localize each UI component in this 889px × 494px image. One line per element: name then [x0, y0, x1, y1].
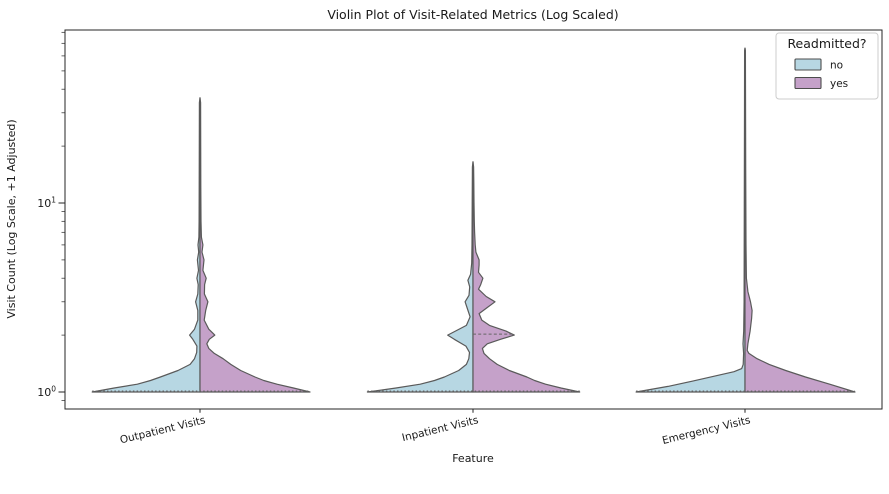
legend-label-yes: yes	[830, 78, 848, 90]
y-tick-label-1: 100	[37, 385, 56, 400]
x-tick-label-outpatient: Outpatient Visits	[119, 414, 207, 446]
axis-ticks-layer: 100 101	[37, 31, 746, 413]
x-axis-label: Feature	[452, 452, 494, 465]
violin-1-no	[366, 161, 474, 393]
legend-title: Readmitted?	[787, 36, 866, 51]
legend-swatch-yes	[794, 76, 822, 90]
y-tick-label-10: 101	[37, 196, 56, 211]
violin-2-yes	[744, 47, 856, 393]
legend: Readmitted? no yes	[775, 32, 879, 100]
x-tick-label-emergency: Emergency Visits	[661, 414, 752, 447]
chart-title: Violin Plot of Visit-Related Metrics (Lo…	[327, 7, 618, 22]
quartile-lines-layer	[92, 333, 855, 392]
violin-0-yes	[199, 97, 311, 393]
y-axis-label: Visit Count (Log Scale, +1 Adjusted)	[5, 119, 18, 318]
legend-swatch-no	[794, 58, 822, 71]
violin-0-no	[91, 97, 201, 393]
x-tick-label-inpatient: Inpatient Visits	[401, 414, 480, 444]
legend-label-no: no	[830, 60, 843, 72]
